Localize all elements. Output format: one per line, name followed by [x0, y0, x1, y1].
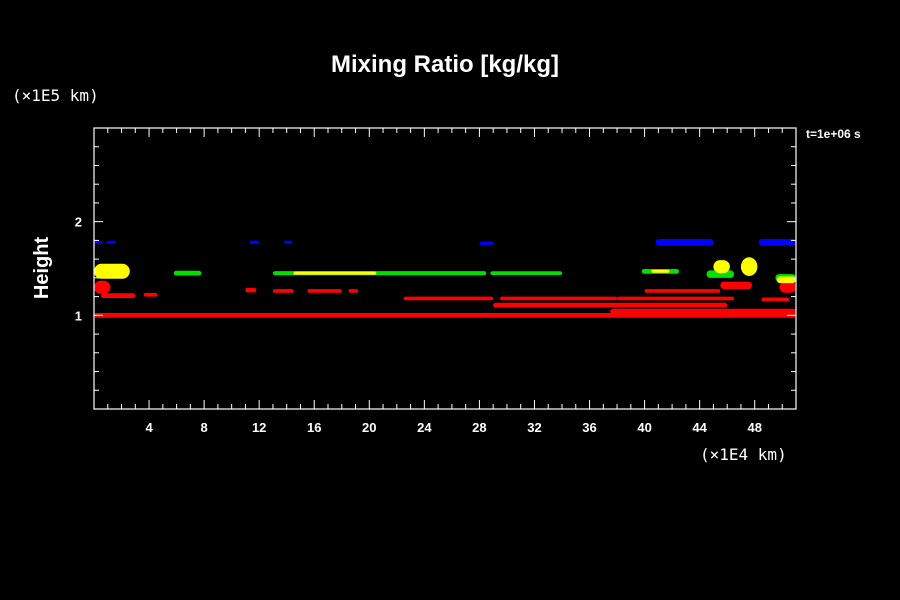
- mixing-feature-red-14: [761, 297, 790, 302]
- data-marks: [94, 239, 796, 318]
- x-tick-label-48: 48: [747, 420, 761, 435]
- mixing-feature-yellow-24: [293, 271, 377, 275]
- x-unit-label: (×1E4 km): [700, 445, 787, 464]
- mixing-feature-red-9: [500, 296, 618, 301]
- x-tick-label-16: 16: [307, 420, 321, 435]
- mixing-feature-blue-32: [284, 240, 293, 244]
- mixing-feature-red-2: [100, 293, 136, 298]
- y-tick-label-2: 2: [75, 215, 82, 230]
- y-axis-label: Height: [31, 237, 53, 300]
- mixing-feature-blue-30: [106, 240, 116, 244]
- mixing-feature-red-15: [779, 281, 796, 293]
- chart-title: Mixing Ratio [kg/kg]: [331, 51, 559, 78]
- mixing-feature-blue-33: [479, 241, 494, 245]
- y-unit-label: (×1E5 km): [12, 86, 99, 105]
- x-tick-label-40: 40: [637, 420, 651, 435]
- x-tick-label-44: 44: [692, 420, 707, 435]
- mixing-feature-green-17: [173, 270, 202, 276]
- mixing-feature-red-4: [245, 287, 257, 293]
- mixing-feature-yellow-23: [94, 263, 130, 279]
- time-label: t=1e+06 s: [806, 127, 861, 141]
- mixing-feature-red-3: [143, 292, 158, 297]
- x-tick-label-32: 32: [527, 420, 541, 435]
- mixing-feature-red-12: [644, 289, 721, 293]
- x-tick-label-4: 4: [145, 420, 153, 435]
- x-tick-label-28: 28: [472, 420, 486, 435]
- x-tick-label-36: 36: [582, 420, 596, 435]
- mixing-feature-green-19: [490, 271, 562, 275]
- mixing-feature-green-21: [706, 270, 734, 278]
- mixing-feature-blue-34: [655, 239, 714, 246]
- mixing-feature-red-7: [348, 289, 359, 293]
- mixing-feature-red-16: [720, 281, 752, 290]
- y-tick-label-1: 1: [75, 308, 82, 323]
- mixing-feature-red-8: [403, 296, 494, 301]
- mixing-feature-red-6: [307, 289, 342, 293]
- plot-frame: [93, 127, 797, 410]
- mixing-feature-red-10: [493, 302, 728, 308]
- mixing-feature-yellow-26: [713, 260, 730, 274]
- x-tick-label-20: 20: [362, 420, 376, 435]
- x-tick-label-24: 24: [417, 420, 432, 435]
- mixing-feature-red-13: [610, 308, 796, 315]
- mixing-feature-red-1: [94, 280, 111, 294]
- mixing-feature-red-5: [272, 289, 294, 293]
- mixing-feature-yellow-27: [740, 257, 758, 276]
- x-tick-label-8: 8: [201, 420, 208, 435]
- mixing-feature-blue-29: [94, 240, 103, 244]
- x-tick-label-12: 12: [252, 420, 266, 435]
- mixing-feature-red-11: [617, 296, 735, 301]
- mixing-feature-yellow-25: [651, 269, 670, 273]
- mixing-feature-blue-31: [249, 240, 260, 244]
- mixing-feature-blue-35: [758, 239, 796, 246]
